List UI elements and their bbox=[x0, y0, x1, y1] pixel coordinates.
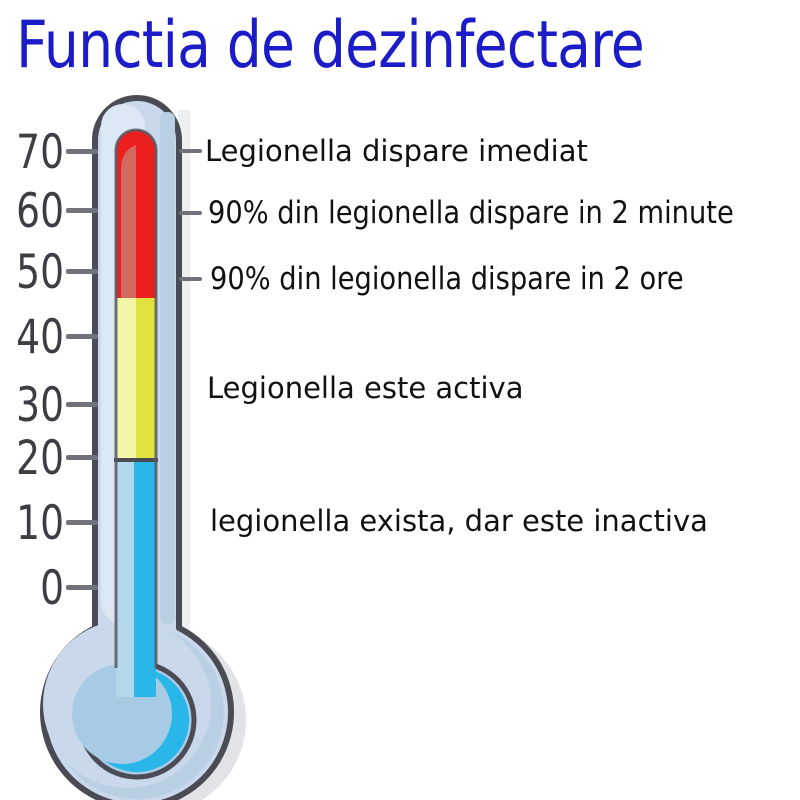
tube-outline bbox=[114, 128, 158, 668]
scale-label-50: 50 bbox=[16, 245, 64, 300]
scale-tick-40 bbox=[66, 334, 98, 339]
scale-label-10: 10 bbox=[16, 496, 64, 551]
tube-red-highlight bbox=[121, 145, 136, 298]
scale-label-30: 30 bbox=[16, 378, 64, 433]
scale-tick-60 bbox=[66, 208, 98, 213]
annotation-60: 90% din legionella dispare in 2 minute bbox=[208, 195, 734, 231]
annotation-50: 90% din legionella dispare in 2 ore bbox=[210, 261, 684, 297]
scale-label-40: 40 bbox=[16, 310, 64, 365]
scale-tick-30 bbox=[66, 402, 98, 407]
tube-cyan-highlight bbox=[116, 462, 134, 697]
annotation-70: Legionella dispare imediat bbox=[205, 134, 588, 168]
annotation-tick-70 bbox=[179, 149, 202, 153]
tube-yellow-highlight bbox=[116, 298, 136, 462]
scale-label-0: 0 bbox=[40, 561, 64, 616]
annotation-30: Legionella este activa bbox=[207, 371, 524, 405]
scale-tick-10 bbox=[66, 520, 98, 525]
yellow-cyan-boundary bbox=[114, 458, 158, 462]
scale-label-20: 20 bbox=[16, 431, 64, 486]
annotation-tick-50 bbox=[179, 277, 202, 281]
page-title: Functia de dezinfectare bbox=[16, 8, 645, 83]
scale-tick-20 bbox=[66, 455, 98, 460]
thermometer-graphic bbox=[40, 95, 246, 800]
stem-shade bbox=[160, 112, 175, 624]
annotation-tick-60 bbox=[179, 211, 202, 215]
scale-tick-50 bbox=[66, 269, 98, 274]
scale-label-60: 60 bbox=[16, 184, 64, 239]
scale-tick-70 bbox=[66, 149, 98, 154]
scale-label-70: 70 bbox=[16, 125, 64, 180]
scale-tick-0 bbox=[66, 585, 98, 590]
annotation-10: legionella exista, dar este inactiva bbox=[210, 504, 708, 538]
